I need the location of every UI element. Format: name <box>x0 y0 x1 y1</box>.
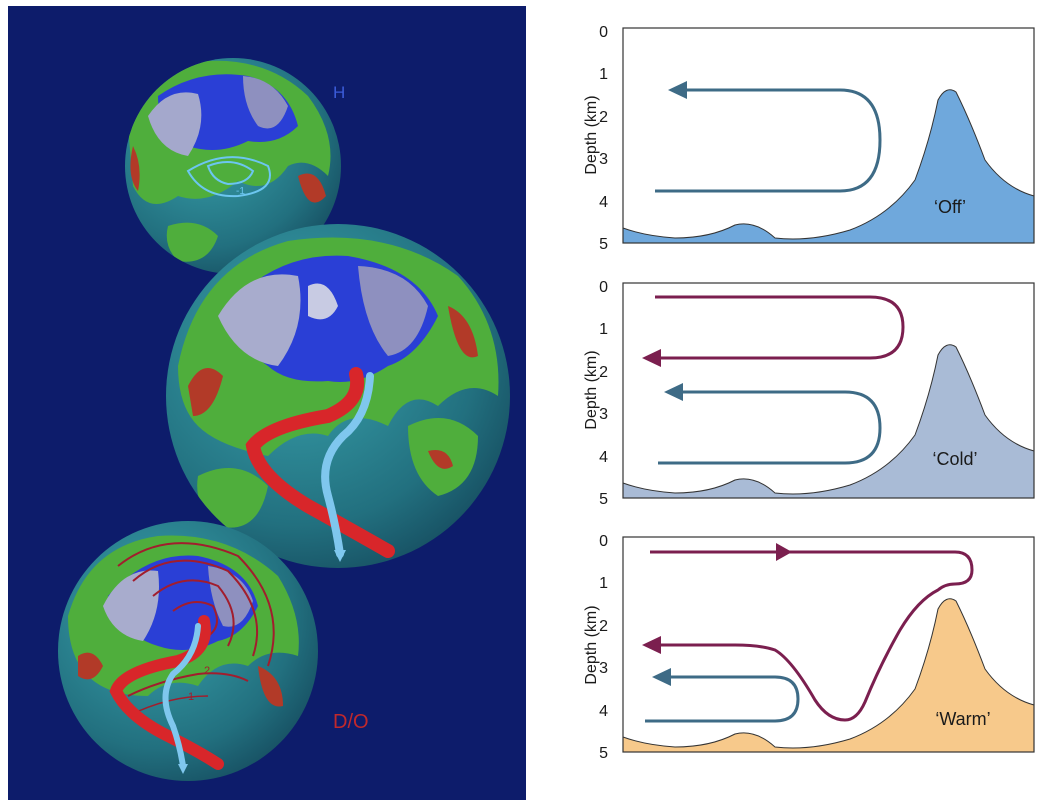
topography-cold <box>622 344 1035 499</box>
y-tick-3: 3 <box>599 151 608 168</box>
deep-cell-warm <box>645 675 800 723</box>
frame-off <box>622 27 1035 244</box>
circulation-modes-diagram: Depth (km) 0 1 2 3 4 5 ‘Off’ Depth (km) … <box>583 24 1035 762</box>
contour-label-bottom-1: 1 <box>188 691 194 703</box>
y-tick-5: 5 <box>599 236 608 253</box>
y-tick-1: 1 <box>599 66 608 83</box>
y-tick-2: 2 <box>599 109 608 126</box>
y-tick-3: 3 <box>599 406 608 423</box>
y-tick-4: 4 <box>599 194 608 211</box>
cold-current-bottom <box>162 623 201 769</box>
state-label-do: D/O <box>333 711 369 733</box>
contour-label-top: -1 <box>236 186 245 197</box>
state-label-h: H <box>333 83 345 102</box>
cold-current-middle <box>321 372 374 558</box>
y-tick-0: 0 <box>599 24 608 41</box>
mode-label-warm: ‘Warm’ <box>935 709 990 729</box>
y-tick-1: 1 <box>599 321 608 338</box>
frame-warm <box>622 536 1035 753</box>
panel-off: Depth (km) 0 1 2 3 4 5 ‘Off’ <box>583 24 1035 253</box>
mode-label-cold: ‘Cold’ <box>932 449 977 469</box>
y-tick-4: 4 <box>599 449 608 466</box>
y-tick-1: 1 <box>599 575 608 592</box>
deep-cell-cold <box>658 390 882 465</box>
y-tick-0: 0 <box>599 533 608 550</box>
topography-warm <box>622 598 1035 753</box>
globes-illustration: -1 <box>8 6 526 800</box>
y-tick-5: 5 <box>599 745 608 762</box>
surface-cell-warm <box>650 550 974 722</box>
y-tick-4: 4 <box>599 703 608 720</box>
topography-off <box>622 89 1035 244</box>
globe-bottom: 2 1 <box>58 521 318 781</box>
y-tick-0: 0 <box>599 279 608 296</box>
y-axis-label-off: Depth (km) <box>583 95 600 174</box>
y-tick-3: 3 <box>599 660 608 677</box>
contour-label-bottom-2: 2 <box>204 665 210 677</box>
panel-warm: Depth (km) 0 1 2 3 4 5 ‘Warm’ <box>583 533 1035 762</box>
mode-label-off: ‘Off’ <box>934 197 966 217</box>
y-tick-2: 2 <box>599 618 608 635</box>
y-axis-label-cold: Depth (km) <box>583 350 600 429</box>
globe-middle <box>166 224 510 568</box>
deep-cell-off <box>655 88 882 193</box>
y-tick-2: 2 <box>599 364 608 381</box>
globe-top: -1 <box>125 58 341 274</box>
panel-cold: Depth (km) 0 1 2 3 4 5 ‘Cold’ <box>583 279 1035 508</box>
surface-cell-cold <box>655 295 905 360</box>
y-axis-label-warm: Depth (km) <box>583 605 600 684</box>
frame-cold <box>622 282 1035 499</box>
y-tick-5: 5 <box>599 491 608 508</box>
